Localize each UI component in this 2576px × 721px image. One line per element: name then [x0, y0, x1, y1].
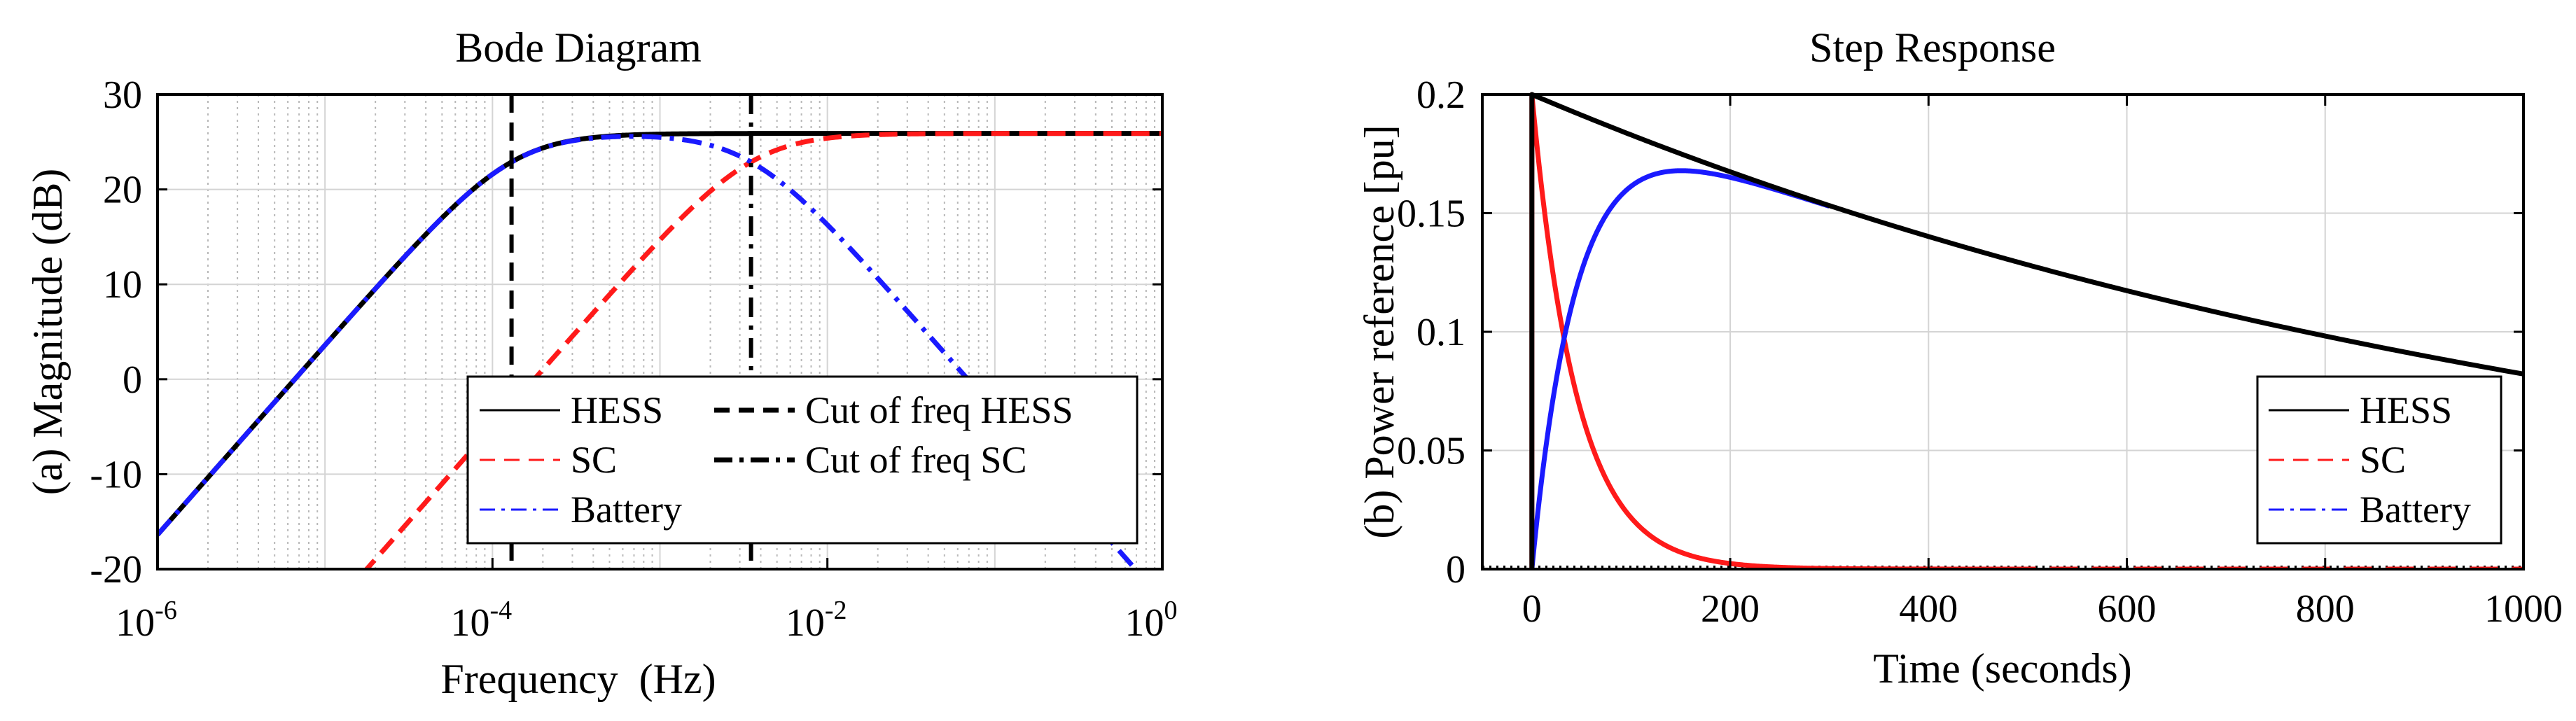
step-x-tick-label: 600 — [2098, 587, 2157, 631]
step-line-battery — [1529, 168, 1832, 569]
bode-x-ticks: 10-6 10-4 10-2 100 — [116, 558, 1178, 645]
bode-y-tick-label: -10 — [90, 453, 142, 496]
bode-y-tick-label: 30 — [103, 74, 142, 117]
bode-y-tick-label: 10 — [103, 263, 142, 307]
step-ylabel: (b) Power reference [pu] — [1356, 125, 1402, 538]
bode-y-tick-label: 0 — [123, 358, 142, 402]
bode-ylabel: (a) Magnitude (dB) — [25, 169, 71, 496]
step-y-ticks: 0.2 0.15 0.1 0.05 0 — [1397, 74, 2523, 592]
step-y-tick-label: 0.2 — [1416, 74, 1465, 117]
bode-y-tick-label: 20 — [103, 169, 142, 212]
bode-line-sc — [363, 131, 1162, 569]
bode-axes-box — [156, 93, 1164, 570]
step-title: Step Response — [1809, 24, 2056, 71]
step-legend-box — [2256, 375, 2502, 545]
bode-legend-cut-hess: Cut of freq HESS — [805, 389, 1073, 431]
step-legend: HESS SC Battery — [2256, 375, 2502, 545]
step-x-tick-label: 800 — [2296, 587, 2355, 631]
bode-x-tick-label: 10-4 — [451, 596, 513, 645]
step-legend-sc: SC — [2360, 439, 2406, 481]
bode-y-tick-label: -20 — [90, 548, 142, 592]
step-y-tick-label: 0 — [1446, 548, 1465, 592]
bode-legend-battery: Battery — [571, 489, 682, 531]
step-legend-hess: HESS — [2360, 389, 2452, 431]
step-line-hess — [1529, 92, 2523, 569]
step-legend-battery: Battery — [2360, 489, 2471, 531]
step-x-tick-label: 0 — [1522, 587, 1542, 631]
bode-y-ticks: 30 20 10 0 -10 -20 — [90, 74, 1162, 592]
step-x-ticks: 0 200 400 600 800 1000 — [1522, 94, 2563, 631]
bode-xlabel: Frequency (Hz) — [440, 656, 716, 702]
step-x-tick-label: 1000 — [2484, 587, 2563, 631]
step-x-tick-label: 200 — [1701, 587, 1760, 631]
step-x-tick-label: 400 — [1899, 587, 1958, 631]
bode-legend-sc: SC — [571, 439, 617, 481]
step-chart: Step Response 0.2 0.15 0.1 0.05 0 0 200 400 600… — [1356, 24, 2563, 692]
bode-legend: HESS Cut of freq HESS SC Cut of freq SC … — [466, 375, 1139, 545]
bode-x-tick-label: 10-2 — [786, 596, 847, 645]
bode-title: Bode Diagram — [455, 24, 702, 71]
bode-legend-cut-sc: Cut of freq SC — [805, 439, 1027, 481]
bode-legend-box — [466, 375, 1139, 545]
bode-x-tick-label: 100 — [1125, 596, 1178, 645]
step-y-tick-label: 0.05 — [1397, 430, 1465, 473]
bode-x-tick-label: 10-6 — [116, 596, 177, 645]
step-y-tick-label: 0.1 — [1416, 311, 1465, 354]
bode-legend-hess: HESS — [571, 389, 663, 431]
step-y-tick-label: 0.15 — [1397, 192, 1465, 236]
step-xlabel: Time (seconds) — [1873, 645, 2131, 692]
